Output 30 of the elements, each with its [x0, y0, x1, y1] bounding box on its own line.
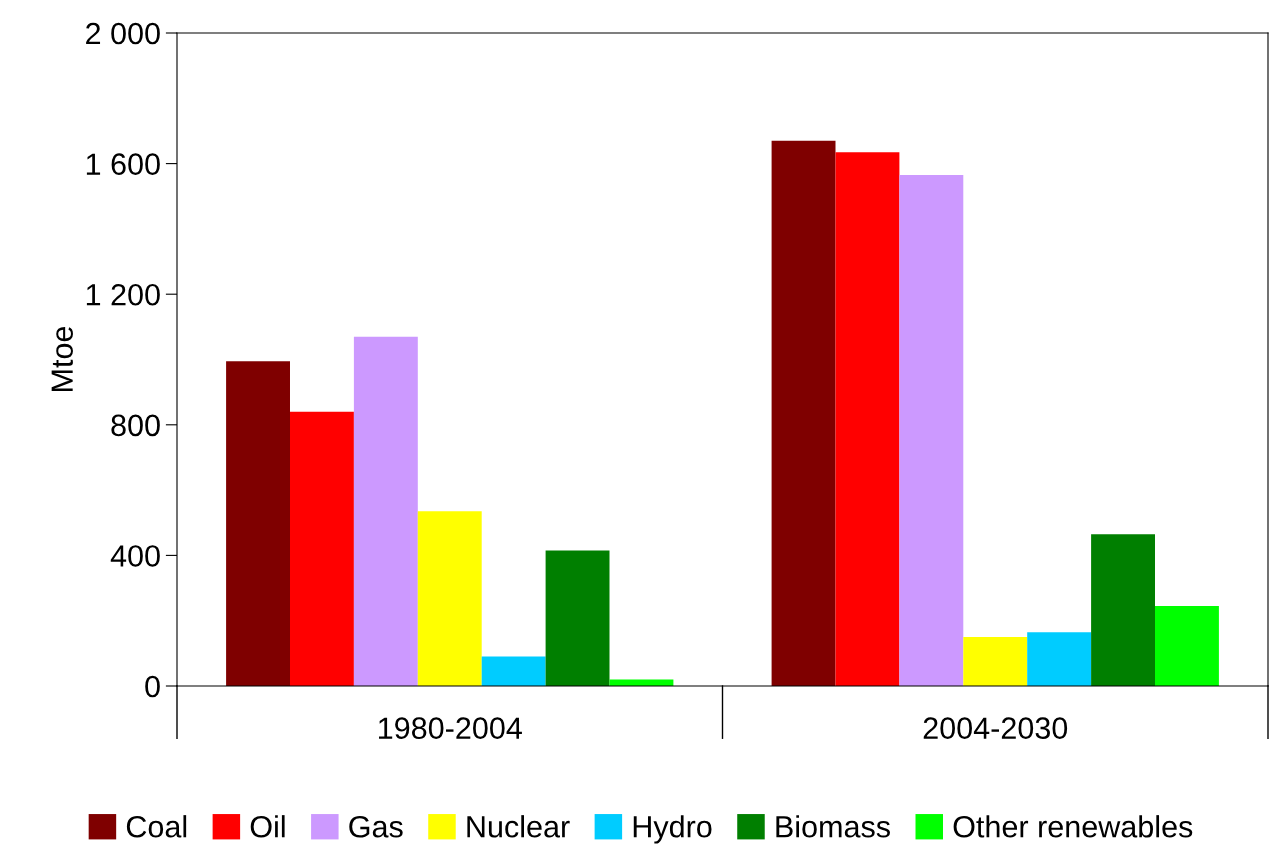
legend-label: Other renewables: [953, 815, 1193, 838]
bar: [771, 140, 836, 686]
bar: [1091, 534, 1155, 686]
legend-label: Nuclear: [467, 815, 570, 838]
y-tick-label: 1 600: [86, 153, 160, 175]
legend-label: Oil: [250, 815, 285, 838]
bar: [226, 361, 290, 686]
x-tick-label: 1980-2004: [379, 717, 522, 739]
bar: [481, 656, 546, 686]
bar: [963, 637, 1028, 686]
bar: [609, 679, 674, 686]
legend-label: Biomass: [776, 815, 890, 838]
y-tick-label: 0: [145, 675, 160, 698]
legend-label: Gas: [349, 815, 403, 838]
bar: [417, 511, 482, 686]
bar: [545, 550, 610, 686]
legend-label: Coal: [126, 815, 187, 838]
bar: [899, 175, 964, 686]
bar: [1155, 606, 1219, 686]
legend-label: Hydro: [633, 815, 712, 844]
y-tick-label: 400: [110, 545, 160, 567]
y-tick-label: 1 200: [86, 283, 160, 306]
y-tick-label: 2 000: [86, 22, 160, 45]
bar: [290, 411, 354, 686]
bar: [353, 336, 418, 686]
y-tick-label: 800: [111, 414, 160, 437]
y-axis-title: Mtoe: [51, 326, 73, 391]
x-tick-label: 2004-2030: [923, 717, 1068, 739]
bar: [835, 152, 900, 686]
bar: [1027, 632, 1092, 686]
